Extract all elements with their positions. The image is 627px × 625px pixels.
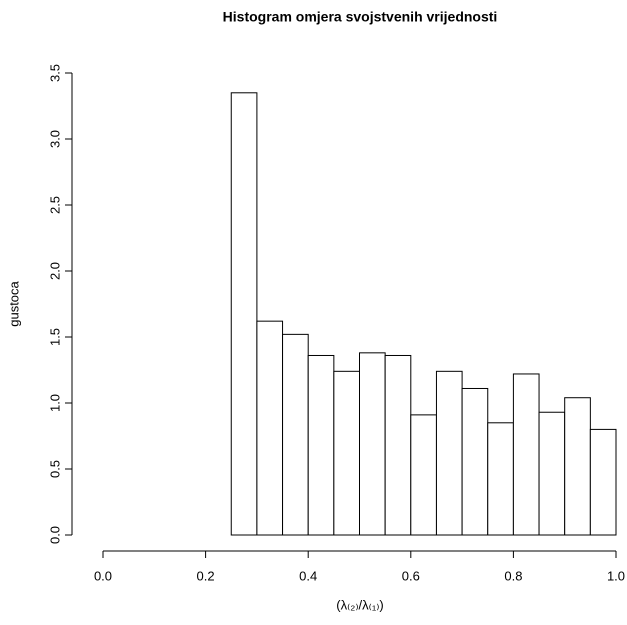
x-axis-label: (λ₍₂₎/λ₍₁₎) <box>336 597 383 612</box>
y-tick-label: 0.5 <box>47 460 62 478</box>
bar <box>384 354 412 536</box>
bar <box>256 320 284 536</box>
bar <box>564 397 591 536</box>
bar <box>410 414 437 536</box>
bar <box>359 352 386 536</box>
y-tick-label: 3.5 <box>47 64 62 82</box>
bar <box>307 354 335 536</box>
bar <box>461 387 489 536</box>
x-tick-label: 0.2 <box>197 568 215 583</box>
chart-title: Histogram omjera svojstvenih vrijednosti <box>223 9 498 25</box>
x-tick-label: 1.0 <box>607 568 625 583</box>
x-tick-label: 0.4 <box>299 568 317 583</box>
bar <box>538 411 566 536</box>
bar <box>230 92 258 536</box>
bar <box>435 370 463 536</box>
bar <box>487 422 514 536</box>
y-tick-label: 0.0 <box>47 526 62 544</box>
y-tick-label: 2.5 <box>47 196 62 214</box>
x-tick-label: 0.0 <box>94 568 112 583</box>
bar <box>589 428 617 536</box>
y-tick-label: 2.0 <box>47 262 62 280</box>
x-tick-label: 0.8 <box>504 568 522 583</box>
bar <box>512 373 540 536</box>
y-axis-label: gustoca <box>6 280 21 326</box>
y-tick-label: 3.0 <box>47 130 62 148</box>
bar <box>282 333 309 536</box>
x-tick-label: 0.6 <box>402 568 420 583</box>
bar <box>333 370 361 536</box>
y-tick-label: 1.5 <box>47 328 62 346</box>
y-tick-label: 1.0 <box>47 394 62 412</box>
